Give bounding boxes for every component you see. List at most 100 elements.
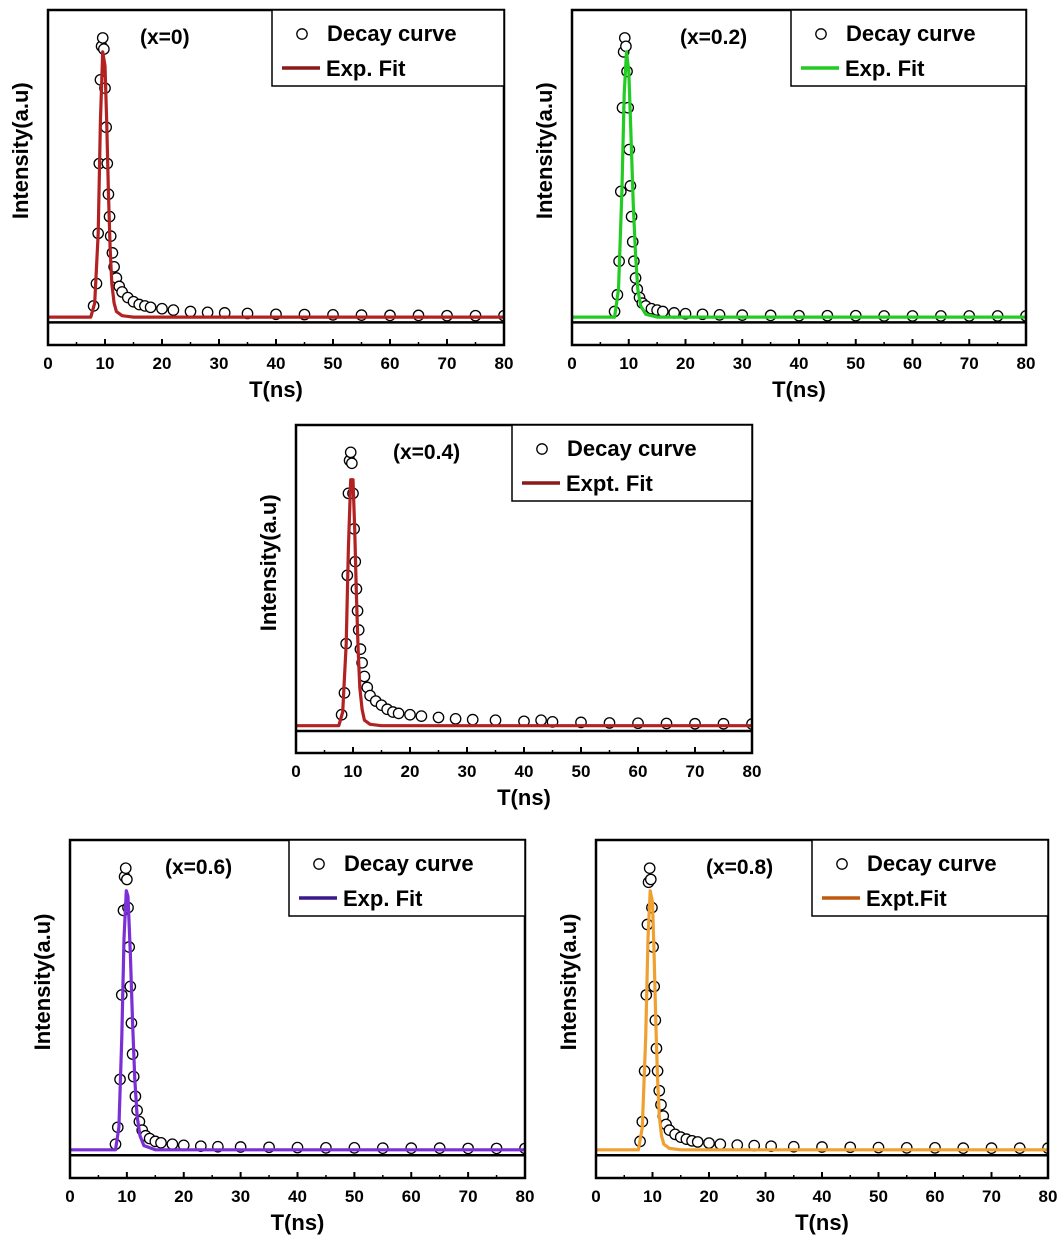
x-tick-label: 20 bbox=[174, 1187, 193, 1206]
x-tick-label: 80 bbox=[1017, 354, 1036, 373]
decay-point bbox=[166, 1138, 179, 1151]
decay-chart-panel-1: 0 10 20 30 40 50 60 70 80 T(ns) Intensity(a.u) (x=0… bbox=[8, 8, 514, 402]
y-axis-label: Intensity(a.u) bbox=[30, 914, 55, 1051]
decay-point bbox=[433, 1142, 446, 1154]
decay-point bbox=[346, 457, 358, 470]
x-tick-label: 30 bbox=[458, 762, 477, 781]
legend: Decay curve Exp. Fit bbox=[790, 9, 1027, 87]
exp-fit-line bbox=[572, 50, 1026, 319]
x-tick-label: 50 bbox=[324, 354, 343, 373]
decay-point bbox=[620, 40, 632, 53]
decay-point bbox=[404, 708, 416, 721]
x-tick-label: 60 bbox=[629, 762, 648, 781]
decay-point bbox=[121, 873, 133, 886]
decay-point bbox=[764, 309, 777, 322]
x-axis-label: T(ns) bbox=[795, 1210, 849, 1235]
decay-point bbox=[348, 1142, 361, 1154]
decay-point bbox=[344, 446, 357, 459]
decay-point bbox=[985, 1142, 998, 1154]
exp-fit-line bbox=[70, 889, 525, 1152]
decay-point bbox=[96, 32, 109, 44]
x-tick-label: 50 bbox=[846, 354, 865, 373]
x-tick-label: 60 bbox=[926, 1187, 945, 1206]
legend: Decay curve Exp. Fit bbox=[288, 839, 526, 917]
decay-point bbox=[144, 301, 157, 314]
x-tick-label: 50 bbox=[572, 762, 591, 781]
exp-fit-line bbox=[296, 478, 752, 728]
legend-fit-label: Exp. Fit bbox=[326, 56, 406, 81]
composition-label: (x=0.8) bbox=[706, 856, 773, 879]
exp-fit-line bbox=[48, 50, 504, 319]
x-tick-label: 0 bbox=[567, 354, 576, 373]
decay-point bbox=[689, 717, 701, 730]
legend-marker-icon bbox=[536, 443, 548, 455]
x-tick-label: 80 bbox=[743, 762, 762, 781]
decay-point bbox=[489, 714, 502, 727]
decay-point bbox=[643, 862, 656, 875]
x-tick-label: 70 bbox=[960, 354, 979, 373]
x-tick-label: 40 bbox=[790, 354, 809, 373]
x-tick-label: 70 bbox=[686, 762, 705, 781]
x-tick-label: 80 bbox=[516, 1187, 535, 1206]
x-tick-label: 0 bbox=[65, 1187, 74, 1206]
decay-point bbox=[156, 302, 168, 315]
decay-point bbox=[355, 309, 368, 321]
x-axis-label: T(ns) bbox=[249, 377, 303, 402]
decay-chart-panel-3: 0 10 20 30 40 50 60 70 80 T(ns) Intensity(a.u) (x=0… bbox=[256, 423, 762, 810]
legend-decay-label: Decay curve bbox=[846, 21, 976, 46]
x-tick-label: 20 bbox=[153, 354, 172, 373]
legend-fit-label: Exp. Fit bbox=[343, 886, 423, 911]
x-tick-label: 10 bbox=[619, 354, 638, 373]
decay-point bbox=[412, 309, 425, 322]
decay-point bbox=[703, 1137, 715, 1149]
x-tick-label: 30 bbox=[210, 354, 229, 373]
legend-marker-icon bbox=[313, 858, 325, 870]
legend-fit-label: Expt.Fit bbox=[866, 886, 947, 911]
legend-decay-label: Decay curve bbox=[567, 436, 697, 461]
legend-fit-label: Exp. Fit bbox=[845, 56, 925, 81]
decay-point bbox=[155, 1136, 167, 1149]
decay-point bbox=[929, 1142, 941, 1154]
decay-point bbox=[1013, 1142, 1026, 1154]
x-tick-label: 20 bbox=[676, 354, 695, 373]
decay-point bbox=[184, 305, 197, 318]
x-tick-label: 50 bbox=[345, 1187, 364, 1206]
decay-point bbox=[691, 1136, 704, 1148]
x-tick-label: 30 bbox=[231, 1187, 250, 1206]
x-tick-label: 60 bbox=[402, 1187, 421, 1206]
x-tick-label: 30 bbox=[756, 1187, 775, 1206]
legend-decay-label: Decay curve bbox=[867, 851, 997, 876]
x-axis-label: T(ns) bbox=[497, 785, 551, 810]
decay-point bbox=[957, 1142, 970, 1154]
x-tick-label: 40 bbox=[267, 354, 286, 373]
decay-point bbox=[466, 713, 479, 726]
legend: Decay curve Expt. Fit bbox=[511, 424, 753, 502]
x-tick-label: 0 bbox=[591, 1187, 600, 1206]
x-tick-label: 40 bbox=[813, 1187, 832, 1206]
decay-point bbox=[717, 717, 730, 730]
decay-point bbox=[405, 1142, 418, 1154]
decay-point bbox=[644, 873, 657, 886]
legend-marker-icon bbox=[296, 28, 308, 40]
decay-point bbox=[714, 1138, 727, 1151]
legend-decay-label: Decay curve bbox=[327, 21, 457, 46]
x-tick-label: 50 bbox=[869, 1187, 888, 1206]
x-tick-label: 80 bbox=[495, 354, 514, 373]
composition-label: (x=0.4) bbox=[393, 441, 460, 464]
decay-point bbox=[432, 711, 445, 724]
composition-label: (x=0.6) bbox=[165, 856, 232, 879]
y-axis-label: Intensity(a.u) bbox=[256, 494, 281, 631]
x-tick-label: 30 bbox=[733, 354, 752, 373]
x-axis-label: T(ns) bbox=[772, 377, 826, 402]
legend-fit-label: Expt. Fit bbox=[566, 471, 653, 496]
y-axis-label: Intensity(a.u) bbox=[532, 82, 557, 219]
x-tick-label: 10 bbox=[643, 1187, 662, 1206]
y-axis-label: Intensity(a.u) bbox=[8, 82, 33, 219]
decay-point bbox=[392, 707, 405, 720]
x-tick-label: 70 bbox=[438, 354, 457, 373]
x-axis-label: T(ns) bbox=[271, 1210, 325, 1235]
x-tick-label: 0 bbox=[43, 354, 52, 373]
legend-marker-icon bbox=[815, 28, 827, 40]
decay-point bbox=[535, 714, 547, 727]
